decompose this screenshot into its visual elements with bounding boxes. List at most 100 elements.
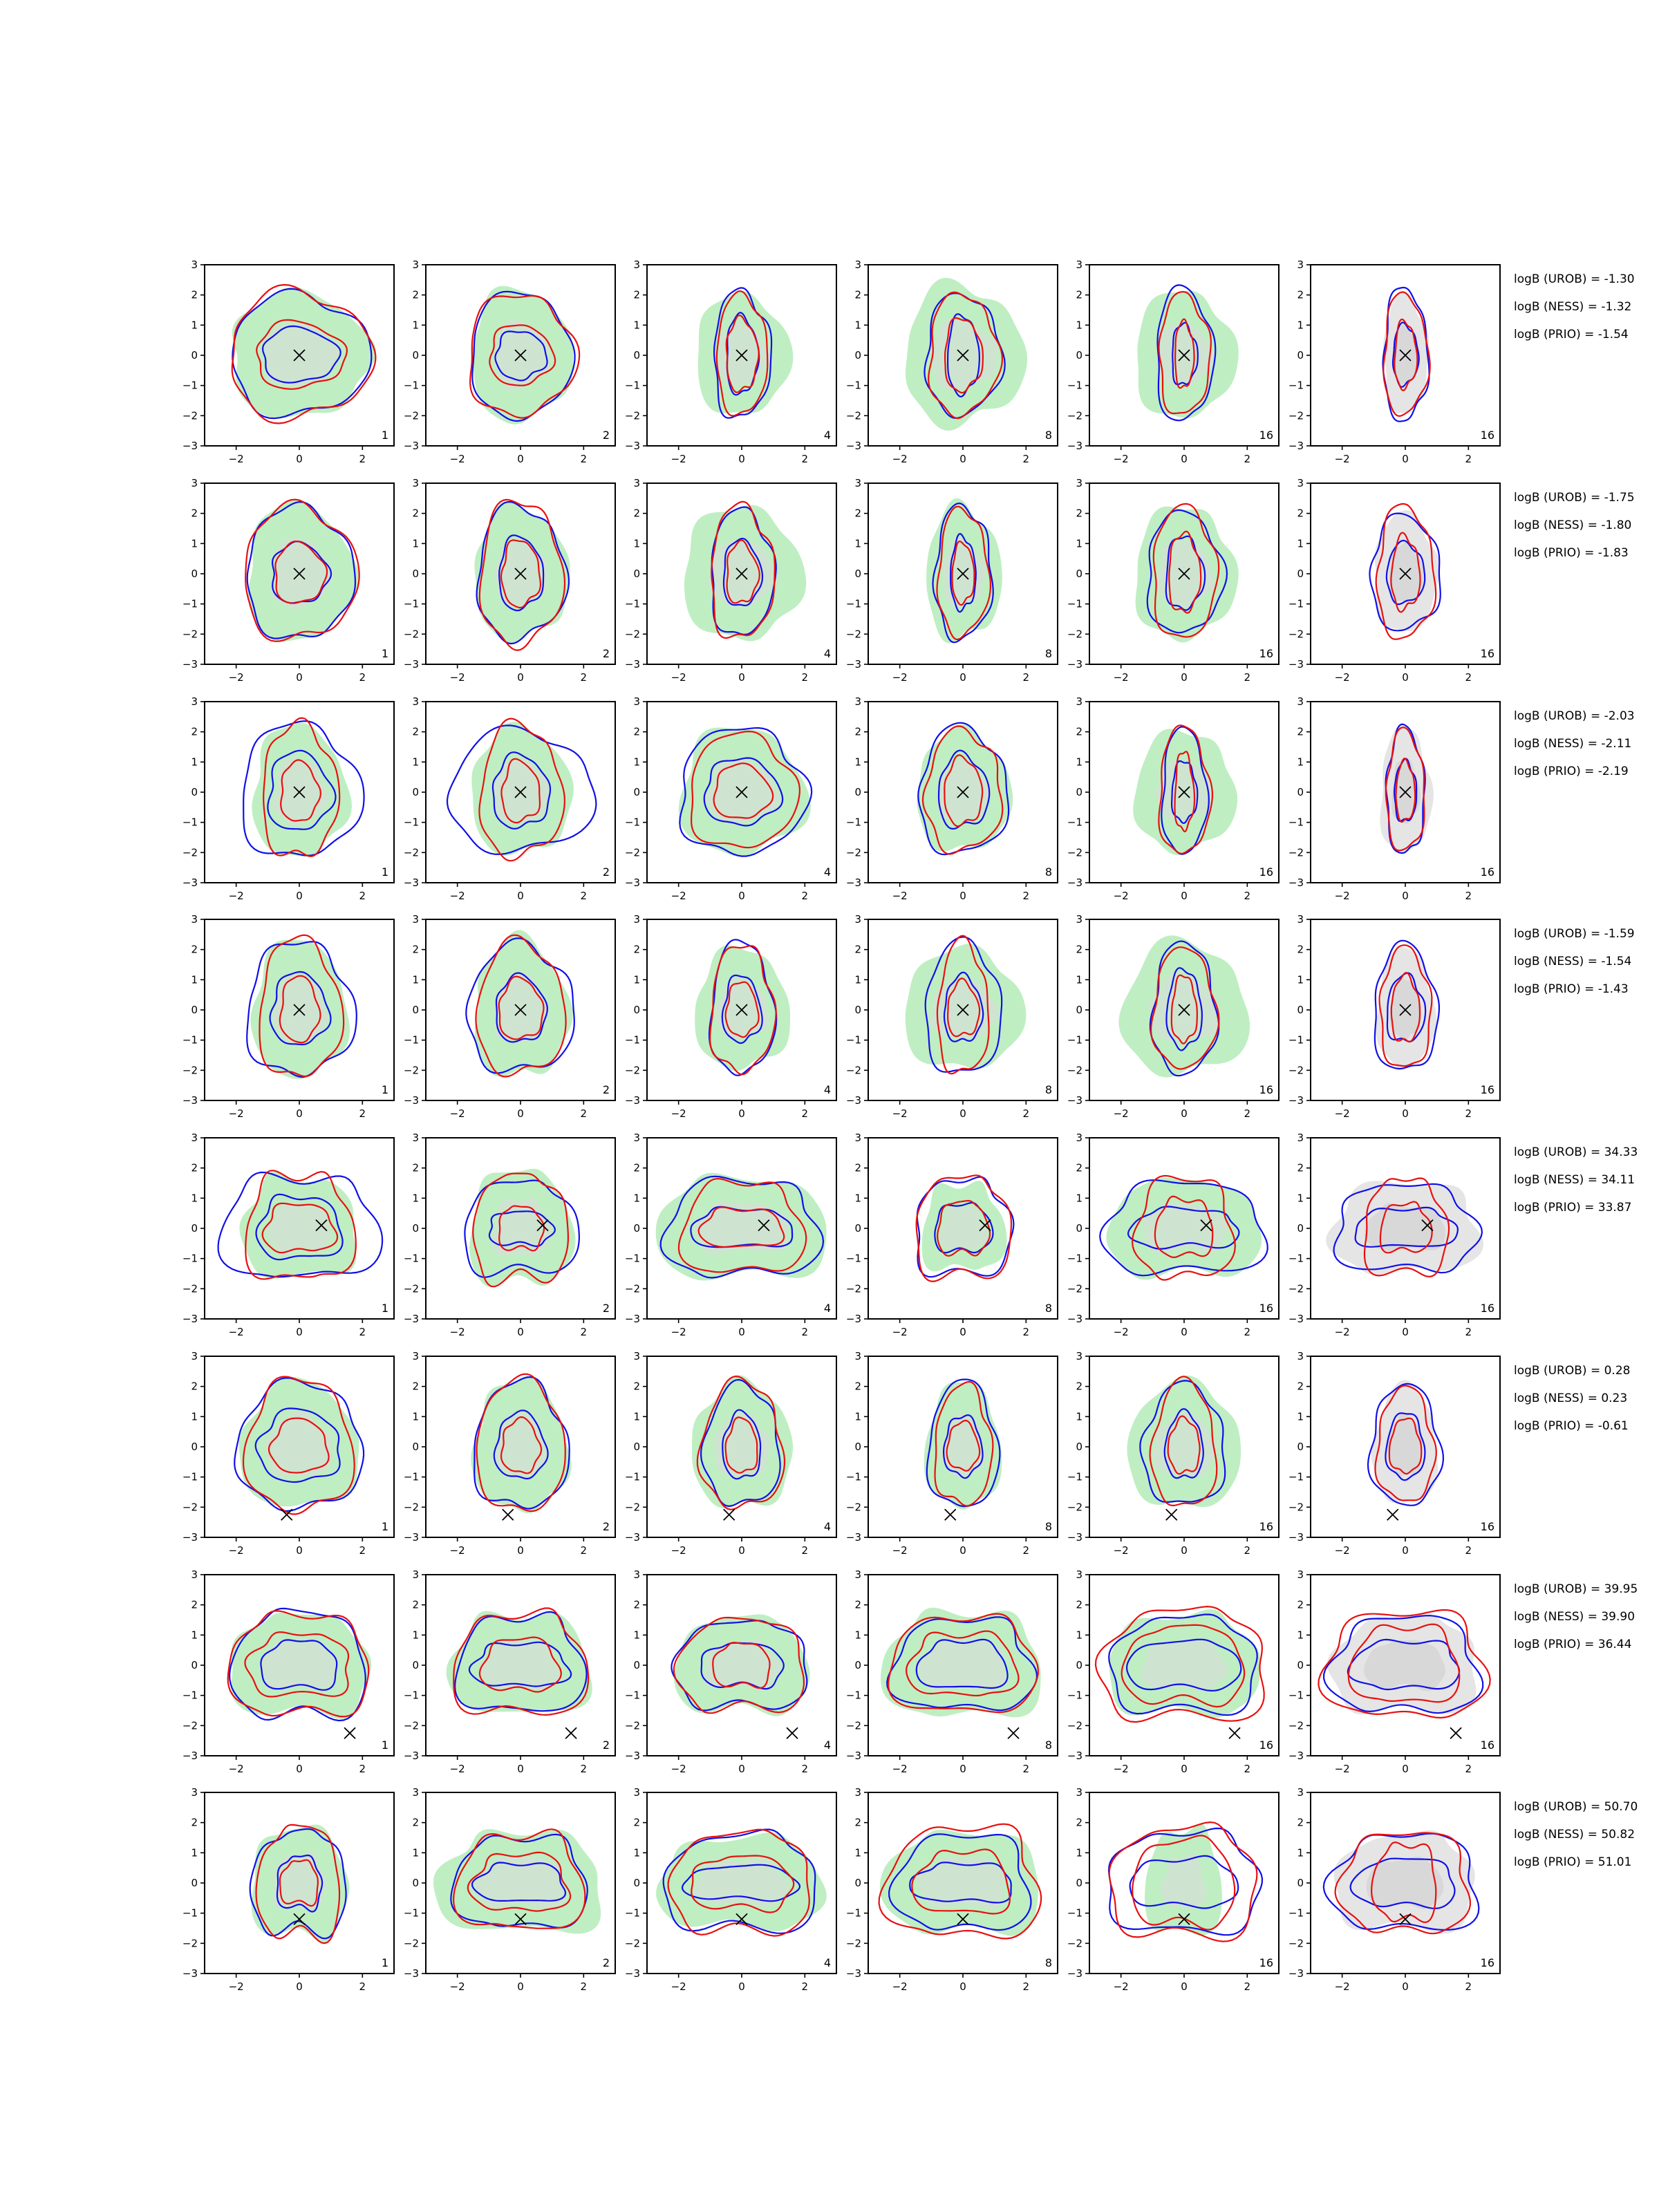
x-tick-label: 0 [738, 453, 745, 465]
panel-label: 16 [1481, 429, 1494, 442]
subplot-r7-c4: 3 2 1 0 −1 −2 −3 −2 0 2 8 [846, 1568, 1058, 1775]
blue-contour [495, 972, 548, 1043]
blue-contour [249, 1828, 347, 1940]
x-tick-label: 0 [1402, 1544, 1409, 1557]
blue-contour [916, 1176, 1015, 1278]
red-contour [946, 1419, 981, 1472]
red-contour [1394, 318, 1418, 392]
red-contour [944, 754, 984, 827]
subplot-r2-c5: 3 2 1 0 −1 −2 −3 −2 0 2 16 [1067, 477, 1280, 684]
y-tick-label: 0 [1297, 349, 1304, 362]
red-contour [1149, 1376, 1218, 1506]
y-tick-label: 3 [1076, 259, 1082, 271]
red-contour [677, 1178, 807, 1273]
x-tick-label: 2 [581, 1763, 588, 1775]
y-tick-label: 3 [854, 1786, 861, 1799]
red-contour [1334, 1832, 1472, 1935]
x-tick-label: −2 [892, 1544, 908, 1557]
y-tick-label: 3 [1297, 913, 1304, 926]
x-tick-label: −2 [450, 890, 465, 902]
panel-label: 1 [382, 647, 388, 660]
red-contour [453, 1607, 590, 1716]
blue-contour [1374, 939, 1440, 1070]
x-tick-label: 0 [959, 1544, 966, 1557]
y-tick-label: −1 [404, 1689, 419, 1702]
red-contour [231, 283, 377, 424]
y-tick-label: 0 [854, 786, 861, 798]
y-tick-label: −3 [1288, 1750, 1304, 1762]
plot-area [471, 1373, 572, 1521]
x-tick-label: −2 [892, 1326, 908, 1338]
plot-area [1322, 1830, 1480, 1935]
panel-label: 2 [603, 1302, 610, 1315]
y-tick-label: −3 [182, 877, 198, 889]
x-tick-label: 0 [959, 671, 966, 684]
logb-label: logB (NESS) = -1.32 [1514, 300, 1631, 314]
y-tick-label: −1 [1067, 1034, 1082, 1047]
x-tick-label: −2 [1114, 453, 1129, 465]
blue-contour [254, 1407, 341, 1483]
plot-area [249, 1824, 350, 1944]
y-tick-label: 2 [854, 1599, 861, 1611]
x-tick-label: 0 [959, 890, 966, 902]
y-tick-label: −2 [1288, 1064, 1304, 1076]
y-tick-label: −2 [846, 1937, 861, 1949]
x-tick-label: 2 [581, 671, 588, 684]
subplot-r1-c5: 3 2 1 0 −1 −2 −3 −2 0 2 16 [1067, 259, 1280, 465]
y-tick-label: 0 [854, 1877, 861, 1889]
red-contour [452, 1828, 586, 1929]
y-tick-label: −1 [846, 379, 861, 392]
blue-contour [271, 540, 332, 604]
subplot-r1-c6: 3 2 1 0 −1 −2 −3 −2 0 2 16 [1288, 259, 1501, 465]
plot-area [695, 939, 790, 1076]
y-tick-label: 0 [633, 1441, 640, 1453]
y-tick-label: 1 [854, 1629, 861, 1641]
x-marker [1399, 786, 1412, 798]
subplot-r1-c2: 3 2 1 0 −1 −2 −3 −2 0 2 2 [404, 259, 616, 465]
x-tick-label: 2 [1465, 1326, 1472, 1338]
x-tick-label: −2 [671, 453, 686, 465]
y-tick-label: 0 [191, 1877, 198, 1889]
density-core [916, 1638, 1006, 1691]
y-tick-label: −2 [182, 1719, 198, 1732]
x-tick-label: 2 [581, 890, 588, 902]
blue-contour [474, 1376, 570, 1510]
red-contour [469, 294, 581, 419]
y-tick-label: 1 [191, 1629, 198, 1641]
red-contour [1379, 1201, 1433, 1254]
y-tick-label: −3 [404, 1531, 419, 1544]
x-tick-label: 2 [1465, 1107, 1472, 1120]
y-tick-label: 1 [191, 756, 198, 768]
x-tick-label: −2 [671, 1326, 686, 1338]
y-tick-label: −1 [182, 379, 198, 392]
y-tick-label: 2 [854, 507, 861, 520]
subplot-r1-c3: 3 2 1 0 −1 −2 −3 −2 0 2 4 [625, 259, 837, 465]
x-tick-label: 2 [1023, 1107, 1030, 1120]
plot-area [905, 277, 1028, 431]
x-tick-label: −2 [229, 1763, 244, 1775]
plot-area [464, 1168, 581, 1288]
panel-label: 8 [1045, 1520, 1052, 1533]
x-tick-label: 0 [1181, 890, 1188, 902]
density-core [470, 1857, 566, 1909]
y-tick-label: −1 [625, 1907, 640, 1920]
x-marker [979, 1219, 991, 1232]
y-tick-label: 3 [191, 259, 198, 271]
y-tick-label: −2 [1067, 628, 1082, 640]
panel-label: 16 [1259, 1520, 1273, 1533]
x-marker [1450, 1727, 1462, 1739]
x-tick-label: −2 [892, 890, 908, 902]
y-tick-label: 0 [412, 786, 419, 798]
x-marker [1399, 1913, 1412, 1926]
plot-area [1094, 1605, 1265, 1739]
y-tick-label: −1 [846, 1907, 861, 1920]
y-tick-label: 3 [191, 1350, 198, 1362]
y-tick-label: 0 [412, 1222, 419, 1235]
y-tick-label: −2 [625, 1064, 640, 1076]
y-tick-label: −2 [846, 628, 861, 640]
y-tick-label: 1 [633, 537, 640, 550]
y-tick-label: 3 [1297, 259, 1304, 271]
blue-contour [498, 534, 545, 612]
y-tick-label: 3 [854, 913, 861, 926]
y-tick-label: −2 [625, 628, 640, 640]
